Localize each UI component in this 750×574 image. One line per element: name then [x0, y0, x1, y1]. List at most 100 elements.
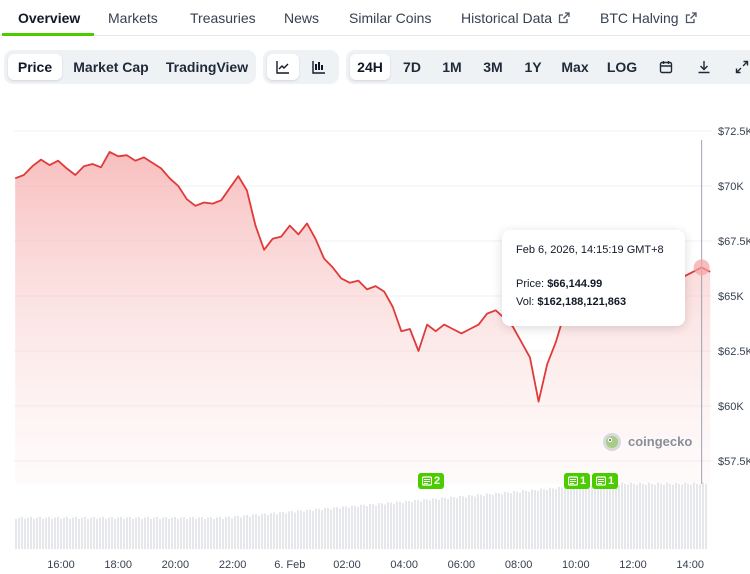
volume-bar	[72, 517, 74, 549]
volume-bar	[324, 508, 326, 549]
price-chart[interactable]: $72.5K $70K $67.5K $65K $62.5K $60K $57.5K 16:…	[0, 96, 750, 574]
volume-bar	[234, 516, 236, 549]
volume-bar	[570, 486, 572, 549]
tradingview-tab[interactable]: TradingView	[165, 59, 249, 75]
volume-bar	[438, 499, 440, 549]
volume-bar	[501, 494, 503, 549]
volume-bar	[24, 518, 26, 549]
volume-bar	[516, 491, 518, 549]
news-event-count: 2	[434, 475, 441, 487]
volume-bar	[372, 504, 374, 549]
volume-bar	[51, 518, 53, 549]
volume-bar	[294, 512, 296, 549]
volume-bar	[291, 511, 293, 549]
x-tick-label: 10:00	[562, 559, 590, 571]
tab-markets[interactable]: Markets	[108, 10, 158, 26]
volume-bar	[270, 512, 272, 549]
tab-btc-halving[interactable]: BTC Halving	[600, 0, 697, 36]
external-link-icon	[558, 12, 570, 24]
volume-bar	[402, 503, 404, 549]
tab-btc-halving-label: BTC Halving	[600, 10, 679, 26]
volume-bar	[336, 507, 338, 549]
volume-bar	[144, 517, 146, 549]
chart-view-switcher	[263, 50, 339, 84]
range-1m[interactable]: 1M	[442, 59, 462, 75]
volume-bar	[606, 483, 608, 549]
volume-bar	[135, 517, 137, 549]
market-cap-tab[interactable]: Market Cap	[73, 59, 149, 75]
volume-bar	[513, 491, 515, 549]
x-axis: 16:00 18:00 20:00 22:00 6. Feb 02:00 04:00 06:0…	[47, 559, 704, 571]
range-7d[interactable]: 7D	[403, 59, 421, 75]
volume-bar	[663, 484, 665, 549]
volume-bar	[117, 517, 119, 549]
volume-bar	[477, 494, 479, 549]
volume-bar	[534, 490, 536, 549]
tab-similar-coins[interactable]: Similar Coins	[349, 10, 432, 26]
download-button[interactable]	[688, 54, 720, 80]
volume-bar	[348, 507, 350, 549]
calendar-button[interactable]	[650, 54, 682, 80]
volume-bar	[318, 508, 320, 549]
x-tick-label: 06:00	[448, 559, 476, 571]
volume-bar	[90, 517, 92, 549]
volume-bar	[681, 484, 683, 549]
volume-bar	[450, 496, 452, 549]
volume-bar	[522, 490, 524, 549]
volume-bar	[120, 516, 122, 549]
volume-bar	[228, 516, 230, 549]
tab-historical-data-label: Historical Data	[461, 10, 553, 26]
tooltip-date: Feb 6, 2026, 14:15:19 GMT+8	[516, 244, 664, 256]
tab-overview[interactable]: Overview	[18, 10, 81, 26]
volume-bar	[531, 489, 533, 549]
chart-type-switcher: Price Market Cap TradingView	[4, 50, 256, 84]
volume-bar	[453, 497, 455, 549]
x-tick-label: 14:00	[676, 559, 704, 571]
volume-bar	[156, 516, 158, 549]
news-event-badge[interactable]: 2	[418, 473, 445, 489]
volume-bar	[165, 516, 167, 549]
range-3m[interactable]: 3M	[483, 59, 503, 75]
news-event-badge[interactable]: 1	[592, 473, 619, 489]
range-max[interactable]: Max	[561, 59, 589, 75]
candlestick-button[interactable]	[303, 54, 335, 80]
volume-bar	[555, 489, 557, 549]
log-scale-toggle[interactable]: LOG	[606, 59, 638, 75]
volume-bar	[390, 502, 392, 549]
tab-treasuries[interactable]: Treasuries	[190, 10, 256, 26]
volume-bar	[210, 517, 212, 549]
volume-bar	[108, 517, 110, 549]
tab-news[interactable]: News	[284, 10, 320, 26]
volume-bar	[480, 494, 482, 549]
volume-bar	[435, 498, 437, 549]
volume-bar	[213, 518, 215, 549]
range-24h[interactable]: 24H	[350, 54, 390, 80]
volume-bar	[54, 517, 56, 549]
volume-bar	[609, 484, 611, 549]
volume-bar	[675, 482, 677, 549]
volume-bar	[624, 483, 626, 549]
volume-bar	[507, 492, 509, 549]
news-event-badge[interactable]: 1	[564, 473, 591, 489]
volume-bar	[540, 488, 542, 549]
volume-bar	[405, 500, 407, 549]
range-1y[interactable]: 1Y	[524, 59, 542, 75]
expand-button[interactable]	[726, 54, 750, 80]
news-event-count: 1	[608, 475, 615, 487]
volume-bar	[702, 482, 704, 549]
volume-bar	[225, 517, 227, 549]
volume-bar	[21, 516, 23, 549]
volume-bar	[597, 484, 599, 549]
volume-bar	[288, 511, 290, 549]
line-chart-button[interactable]	[267, 54, 299, 80]
volume-bar	[63, 517, 65, 549]
tab-historical-data[interactable]: Historical Data	[461, 0, 570, 36]
volume-bar	[612, 482, 614, 549]
tooltip-price: Price: $66,144.99	[516, 278, 602, 290]
volume-bar	[105, 518, 107, 549]
price-tab[interactable]: Price	[8, 54, 62, 80]
hover-point	[693, 259, 710, 276]
volume-bar	[159, 518, 161, 549]
y-tick-label: $70K	[718, 181, 744, 193]
candlestick-icon	[312, 61, 325, 74]
